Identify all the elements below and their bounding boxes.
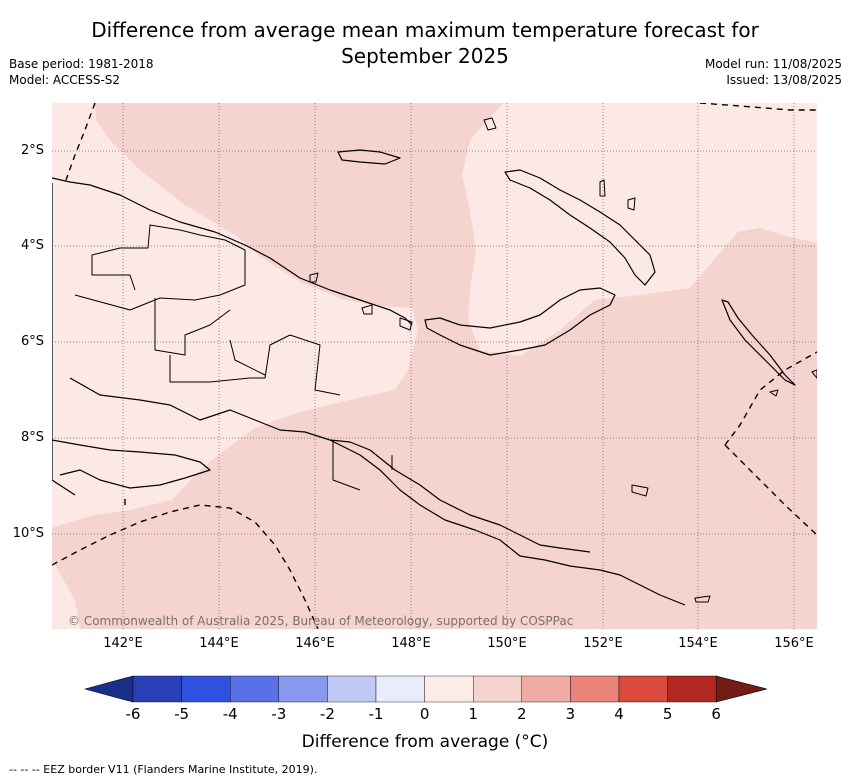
model-run: Model run: 11/08/2025: [704, 57, 842, 71]
manus-island: [337, 149, 401, 165]
colorbar-tick-label: -3: [271, 705, 287, 723]
lat-label-6s: 6°S: [20, 334, 44, 349]
colorbar-tick-label: -2: [319, 705, 335, 723]
intl-border: [52, 183, 76, 496]
province-boundaries: [74, 224, 393, 491]
colorbar-tick-label: 1: [468, 705, 478, 723]
lon-label-148e: 148°E: [391, 636, 431, 651]
lon-label-152e: 152°E: [583, 636, 623, 651]
colorbar-segment: [278, 675, 328, 703]
model-name: Model: ACCESS-S2: [9, 73, 121, 87]
colorbar-tick-label: -6: [125, 705, 141, 723]
colorbar-tick-label: 2: [517, 705, 527, 723]
colorbar-tick-label: -5: [174, 705, 190, 723]
colorbar-extend-low: [83, 675, 134, 703]
meta-right: Model run: 11/08/2025 Issued: 13/08/2025: [705, 56, 842, 88]
eez-legend: -- -- -- EEZ border V11 (Flanders Marine…: [9, 763, 318, 776]
colorbar-tick-label: 6: [711, 705, 721, 723]
lon-label-142e: 142°E: [103, 636, 143, 651]
issued-date: Issued: 13/08/2025: [726, 73, 842, 87]
colorbar-segment: [375, 675, 425, 703]
colorbar-tick-label: 4: [614, 705, 624, 723]
bougainville: [721, 299, 796, 386]
colorbar-segment: [327, 675, 377, 703]
lon-label-150e: 150°E: [487, 636, 527, 651]
colorbar-tick-label: -4: [222, 705, 238, 723]
title-line-2: September 2025: [341, 44, 509, 68]
graticule: [52, 103, 817, 629]
colorbar-label: Difference from average (°C): [301, 732, 549, 752]
small-islands: [309, 117, 817, 603]
lat-label-4s: 4°S: [20, 238, 44, 253]
colorbar-segments: [83, 675, 768, 703]
new-ireland: [504, 169, 656, 286]
new-britain: [424, 287, 616, 356]
colorbar-segment: [181, 675, 231, 703]
colorbar-segment: [473, 675, 523, 703]
eez-borders: [52, 103, 817, 629]
lon-label-144e: 144°E: [199, 636, 239, 651]
meta-left: Base period: 1981-2018 Model: ACCESS-S2: [9, 56, 154, 88]
new-guinea-coast-south: [69, 377, 591, 553]
colorbar-segment: [521, 675, 571, 703]
anomaly-region-0-1-west: [52, 103, 418, 528]
lon-label-154e: 154°E: [678, 636, 718, 651]
colorbar-tick-label: 5: [662, 705, 673, 723]
coastlines: [52, 117, 817, 606]
new-guinea-coast-north: [52, 177, 413, 326]
base-period: Base period: 1981-2018: [9, 57, 154, 71]
colorbar-segment: [132, 675, 182, 703]
lat-label-8s: 8°S: [20, 430, 44, 445]
colorbar-tick-label: 0: [419, 705, 430, 723]
title-line-1: Difference from average mean maximum tem…: [91, 18, 759, 42]
new-guinea-coast-south-2: [52, 439, 211, 489]
lon-label-146e: 146°E: [295, 636, 335, 651]
anomaly-region-0-1-southwest: [52, 560, 80, 629]
colorbar-segment: [570, 675, 620, 703]
anomaly-region-0-1-north: [462, 103, 817, 356]
papuan-peninsula: [329, 439, 686, 606]
colorbar-tick-label: -1: [368, 705, 384, 723]
colorbar-segment: [618, 675, 668, 703]
copyright-notice: © Commonwealth of Australia 2025, Bureau…: [68, 614, 574, 628]
colorbar-tick-label: 3: [565, 705, 576, 723]
lat-label-2s: 2°S: [20, 143, 44, 158]
lon-label-156e: 156°E: [774, 636, 814, 651]
colorbar-segment: [424, 675, 474, 703]
colorbar-segment: [667, 675, 717, 703]
lat-label-10s: 10°S: [12, 526, 44, 541]
colorbar-extend-high: [715, 675, 768, 703]
colorbar-segment: [229, 675, 279, 703]
